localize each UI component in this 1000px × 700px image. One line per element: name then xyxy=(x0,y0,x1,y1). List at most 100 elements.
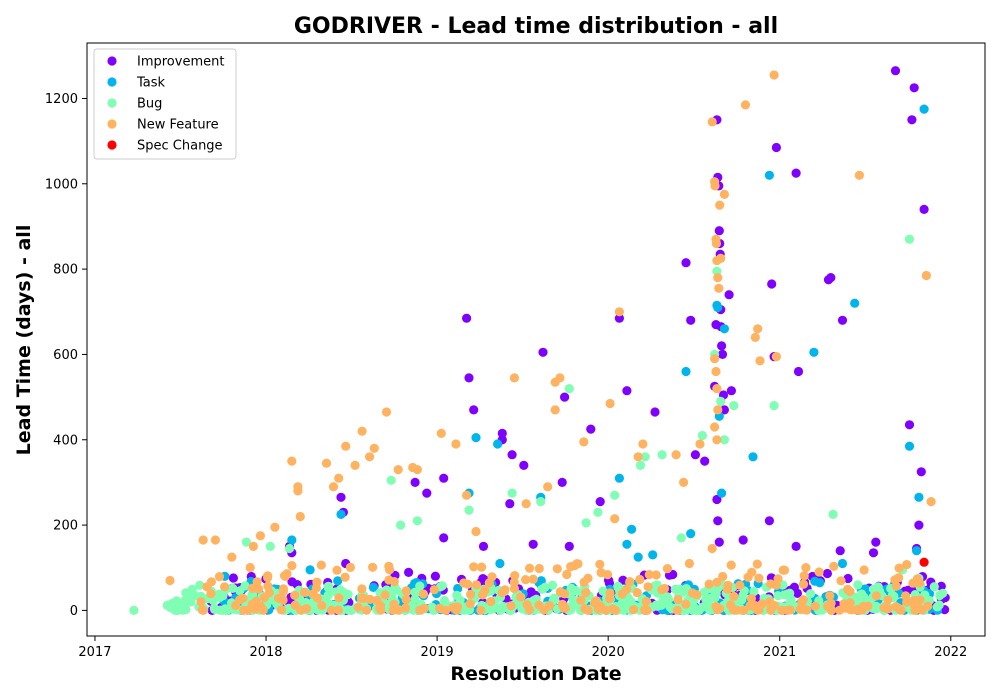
data-point xyxy=(441,605,451,616)
data-point xyxy=(711,366,721,377)
data-point xyxy=(633,552,643,562)
data-point xyxy=(404,567,414,578)
legend-marker xyxy=(107,56,117,66)
data-point xyxy=(614,473,625,483)
data-point xyxy=(247,599,257,610)
data-point xyxy=(657,450,667,460)
data-point xyxy=(505,499,515,509)
data-point xyxy=(576,595,586,605)
data-point xyxy=(521,575,531,585)
data-point xyxy=(773,574,783,584)
x-tick-label: 2019 xyxy=(421,645,454,660)
x-tick-label: 2022 xyxy=(934,645,967,660)
y-tick-label: 800 xyxy=(53,263,78,278)
data-point xyxy=(568,595,578,605)
data-point xyxy=(785,605,795,615)
legend-item: Improvement xyxy=(107,55,224,70)
data-point xyxy=(430,571,440,581)
data-point xyxy=(459,578,469,588)
data-point xyxy=(714,283,724,293)
data-point xyxy=(662,564,673,574)
data-point xyxy=(560,603,570,613)
data-point xyxy=(745,601,755,611)
data-point xyxy=(891,581,901,591)
data-point xyxy=(692,590,702,600)
data-point xyxy=(453,583,463,594)
data-point xyxy=(714,226,724,236)
data-point xyxy=(672,605,683,615)
data-point xyxy=(729,401,739,411)
data-point xyxy=(571,586,581,596)
legend-label: New Feature xyxy=(137,118,219,133)
data-point xyxy=(412,516,422,526)
data-point xyxy=(418,589,428,599)
legend-item: Bug xyxy=(107,97,162,112)
data-point xyxy=(814,567,824,577)
data-point xyxy=(550,405,560,415)
x-axis: 2017 2018 2019 2020 2021 2022 xyxy=(78,636,967,660)
data-point xyxy=(802,605,812,615)
data-point xyxy=(752,559,762,569)
data-point xyxy=(368,562,378,572)
data-point xyxy=(919,204,929,214)
data-point xyxy=(282,569,292,579)
data-point xyxy=(676,533,686,543)
data-point xyxy=(198,535,208,545)
data-point xyxy=(559,589,570,599)
data-point xyxy=(798,579,809,589)
data-point xyxy=(853,580,863,590)
data-point xyxy=(595,497,605,507)
data-point xyxy=(471,433,481,443)
data-point xyxy=(716,253,726,263)
data-point xyxy=(605,594,615,604)
data-point xyxy=(629,605,639,615)
legend-box xyxy=(93,48,237,160)
data-point xyxy=(902,560,912,570)
data-point xyxy=(923,601,933,611)
data-point xyxy=(401,586,411,596)
data-point xyxy=(384,575,394,585)
data-point xyxy=(509,373,519,383)
data-point xyxy=(167,598,177,609)
legend-marker xyxy=(107,119,117,129)
data-point xyxy=(919,104,929,114)
y-axis-label: Lead Time (days) - all xyxy=(13,225,35,456)
data-point xyxy=(825,591,835,601)
data-point xyxy=(210,535,220,545)
data-point xyxy=(464,505,474,515)
legend-marker xyxy=(107,98,117,108)
data-point xyxy=(826,273,836,283)
data-point xyxy=(341,441,351,451)
data-point xyxy=(259,593,269,603)
data-point xyxy=(401,603,411,613)
data-point xyxy=(785,588,795,598)
data-point xyxy=(231,600,241,611)
data-point xyxy=(671,450,681,460)
data-point xyxy=(904,420,915,430)
data-point xyxy=(879,603,889,613)
data-point xyxy=(486,597,496,607)
data-point xyxy=(769,401,779,411)
data-point xyxy=(346,605,356,615)
data-point xyxy=(593,507,603,517)
data-point xyxy=(464,373,474,383)
data-point xyxy=(589,598,600,608)
data-point xyxy=(537,584,547,594)
data-point xyxy=(635,460,646,470)
data-point xyxy=(255,531,265,541)
data-point xyxy=(525,563,535,573)
data-point xyxy=(805,589,816,599)
data-point xyxy=(345,562,355,573)
data-point xyxy=(684,558,695,569)
data-point xyxy=(729,591,739,602)
data-point xyxy=(336,492,346,502)
data-point xyxy=(828,509,838,519)
data-point xyxy=(184,588,194,598)
data-point xyxy=(401,594,411,605)
data-point xyxy=(695,439,705,449)
data-point xyxy=(583,605,593,616)
data-point xyxy=(328,482,339,492)
data-point xyxy=(739,605,749,616)
data-point xyxy=(217,605,228,616)
data-point xyxy=(746,593,757,604)
